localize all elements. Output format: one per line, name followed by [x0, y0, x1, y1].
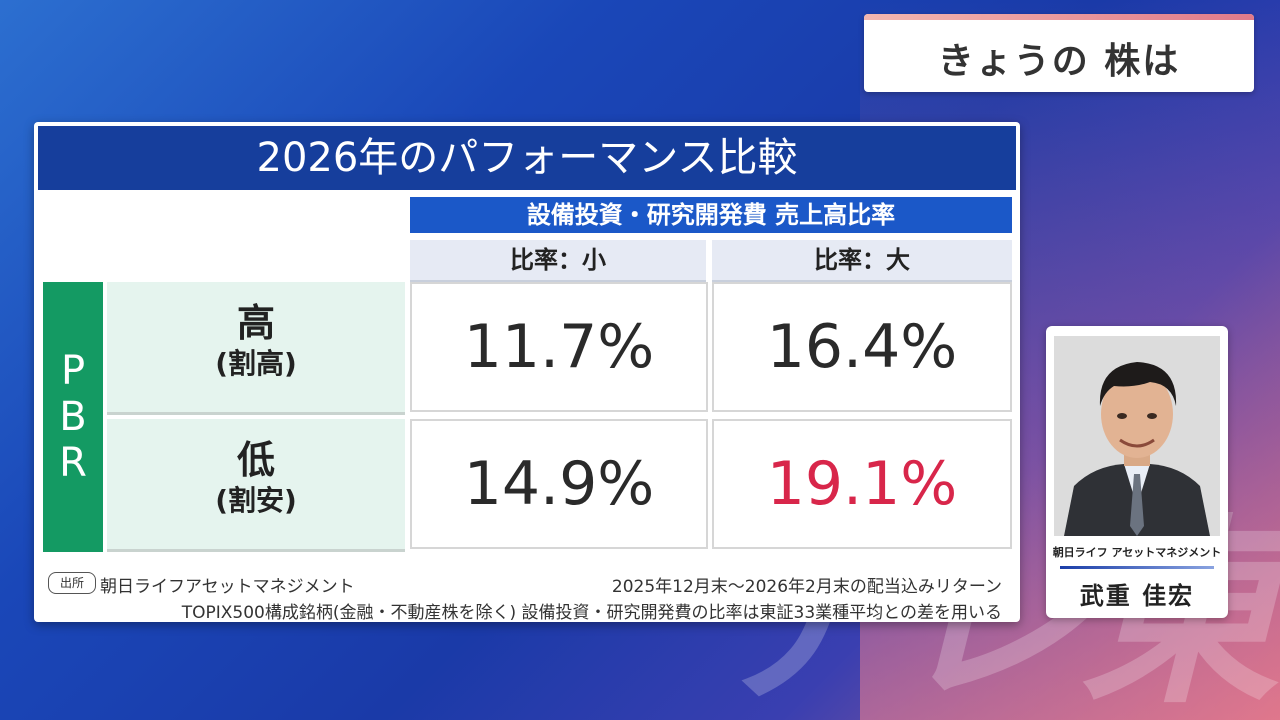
segment-label-accent — [864, 14, 1254, 20]
cell-low-large: 19.1% — [712, 419, 1012, 549]
row-label-high: 高 (割高) — [107, 282, 405, 415]
cell-high-large: 16.4% — [712, 282, 1012, 412]
column-header-small: 比率：小 — [410, 240, 706, 283]
row-label-low-main: 低 — [236, 438, 275, 482]
column-header-large: 比率：大 — [712, 240, 1012, 283]
cell-low-small: 14.9% — [410, 419, 708, 549]
guest-profile-card: 朝日ライフ アセットマネジメント 武重 佳宏 — [1046, 326, 1228, 618]
cell-high-small: 11.7% — [410, 282, 708, 412]
pbr-row-axis: P B R — [43, 282, 103, 552]
profile-divider — [1060, 566, 1214, 569]
comparison-panel: 2026年のパフォーマンス比較 設備投資・研究開発費 売上高比率 比率：小 比率… — [34, 122, 1020, 623]
row-label-low: 低 (割安) — [107, 419, 405, 552]
guest-company: 朝日ライフ アセットマネジメント — [1052, 546, 1222, 559]
guest-photo — [1054, 336, 1220, 536]
universe-note: TOPIX500構成銘柄(金融・不動産株を除く) 設備投資・研究開発費の比率は東… — [181, 603, 1002, 623]
pbr-letter-p: P — [60, 348, 86, 394]
person-portrait-icon — [1054, 336, 1220, 536]
segment-label-box: きょうの 株は — [864, 14, 1254, 92]
row-label-low-sub: (割安) — [215, 484, 297, 517]
row-label-high-sub: (割高) — [215, 347, 297, 380]
pbr-letter-b: B — [59, 394, 87, 440]
guest-name: 武重 佳宏 — [1079, 582, 1195, 610]
source-text: 朝日ライフアセットマネジメント — [100, 577, 355, 597]
row-label-high-main: 高 — [236, 301, 275, 345]
period-note: 2025年12月末～2026年2月末の配当込みリターン — [611, 577, 1002, 597]
column-group-header: 設備投資・研究開発費 売上高比率 — [410, 197, 1012, 233]
pbr-letter-r: R — [59, 440, 87, 486]
segment-label: きょうの 株は — [937, 41, 1181, 82]
source-badge: 出所 — [48, 572, 96, 594]
panel-title: 2026年のパフォーマンス比較 — [38, 126, 1016, 190]
